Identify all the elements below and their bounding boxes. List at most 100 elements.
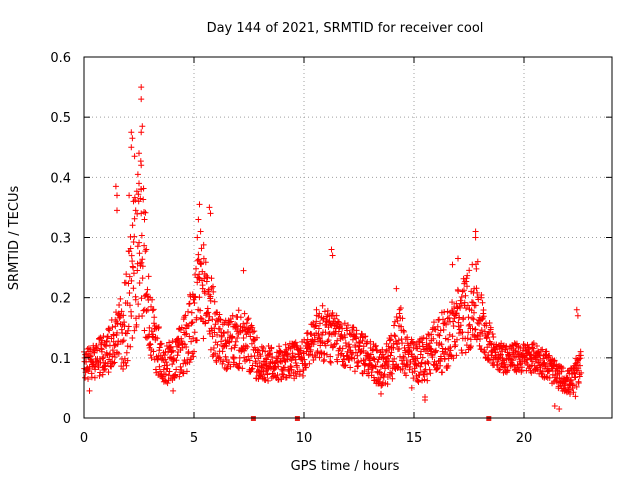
data-point [474,258,481,265]
data-point [397,305,404,312]
data-point [139,256,146,263]
data-point [193,265,200,272]
data-point [119,338,126,345]
data-point [436,332,443,339]
data-point [303,330,310,337]
data-point [91,363,98,370]
data-point [186,359,193,366]
data-point [504,367,511,374]
data-point [509,357,516,364]
data-point [149,307,156,314]
data-point [178,324,185,331]
data-point [148,303,155,310]
data-point [426,366,433,373]
data-point [372,363,379,370]
data-point [99,371,106,378]
data-point [216,325,223,332]
data-point [208,284,215,291]
data-point [322,342,329,349]
data-point [337,351,344,358]
data-point [243,356,250,363]
data-point [155,323,162,330]
x-tick-label: 10 [296,431,313,446]
data-point [205,317,212,324]
data-point [351,355,358,362]
data-point [104,333,111,340]
data-point [506,351,513,358]
data-point [135,301,142,308]
data-point [391,355,398,362]
data-point [125,327,132,334]
data-point [328,246,335,253]
data-point [129,222,136,229]
data-point [110,338,117,345]
data-point [444,308,451,315]
data-point [292,369,299,376]
data-point [385,363,392,370]
data-point [259,347,266,354]
data-point [191,299,198,306]
data-point [325,337,332,344]
data-point [237,314,244,321]
data-point [268,344,275,351]
data-point [423,371,430,378]
data-point [218,338,225,345]
data-point [400,353,407,360]
data-point [246,357,253,364]
data-point [128,312,135,319]
data-point [155,372,162,379]
data-point [443,321,450,328]
data-point [110,332,117,339]
data-point [210,283,217,290]
data-point [517,361,524,368]
data-point [359,331,366,338]
data-point [124,343,131,350]
data-point [387,352,394,359]
data-point [460,287,467,294]
data-point [464,302,471,309]
data-point [267,350,274,357]
data-point [150,306,157,313]
data-point [313,318,320,325]
data-point [223,343,230,350]
data-point [282,341,289,348]
data-point [480,313,487,320]
data-point [85,376,92,383]
data-point [114,329,121,336]
data-point [292,339,299,346]
data-point [453,310,460,317]
data-point [381,371,388,378]
data-point [158,340,165,347]
data-point [512,347,519,354]
data-point [458,294,465,301]
data-point [130,270,137,277]
data-point [465,314,472,321]
data-point [388,370,395,377]
data-point [388,349,395,356]
data-point [257,353,264,360]
data-point [414,378,421,385]
data-point [446,331,453,338]
data-point [154,356,161,363]
data-point [472,326,479,333]
data-point [467,336,474,343]
data-point [304,329,311,336]
data-point [379,346,386,353]
data-point [313,306,320,313]
data-point [239,327,246,334]
data-point [314,348,321,355]
data-point [422,396,428,403]
data-point [131,233,138,240]
data-point [199,285,206,292]
data-point [537,357,544,364]
data-point [144,334,151,341]
data-point [206,204,213,211]
data-point [472,228,479,235]
data-point [439,345,446,352]
data-point [455,255,461,262]
data-point [367,338,374,345]
data-point [327,353,334,360]
data-point [275,363,282,370]
data-point [558,368,565,375]
data-point [551,402,558,409]
